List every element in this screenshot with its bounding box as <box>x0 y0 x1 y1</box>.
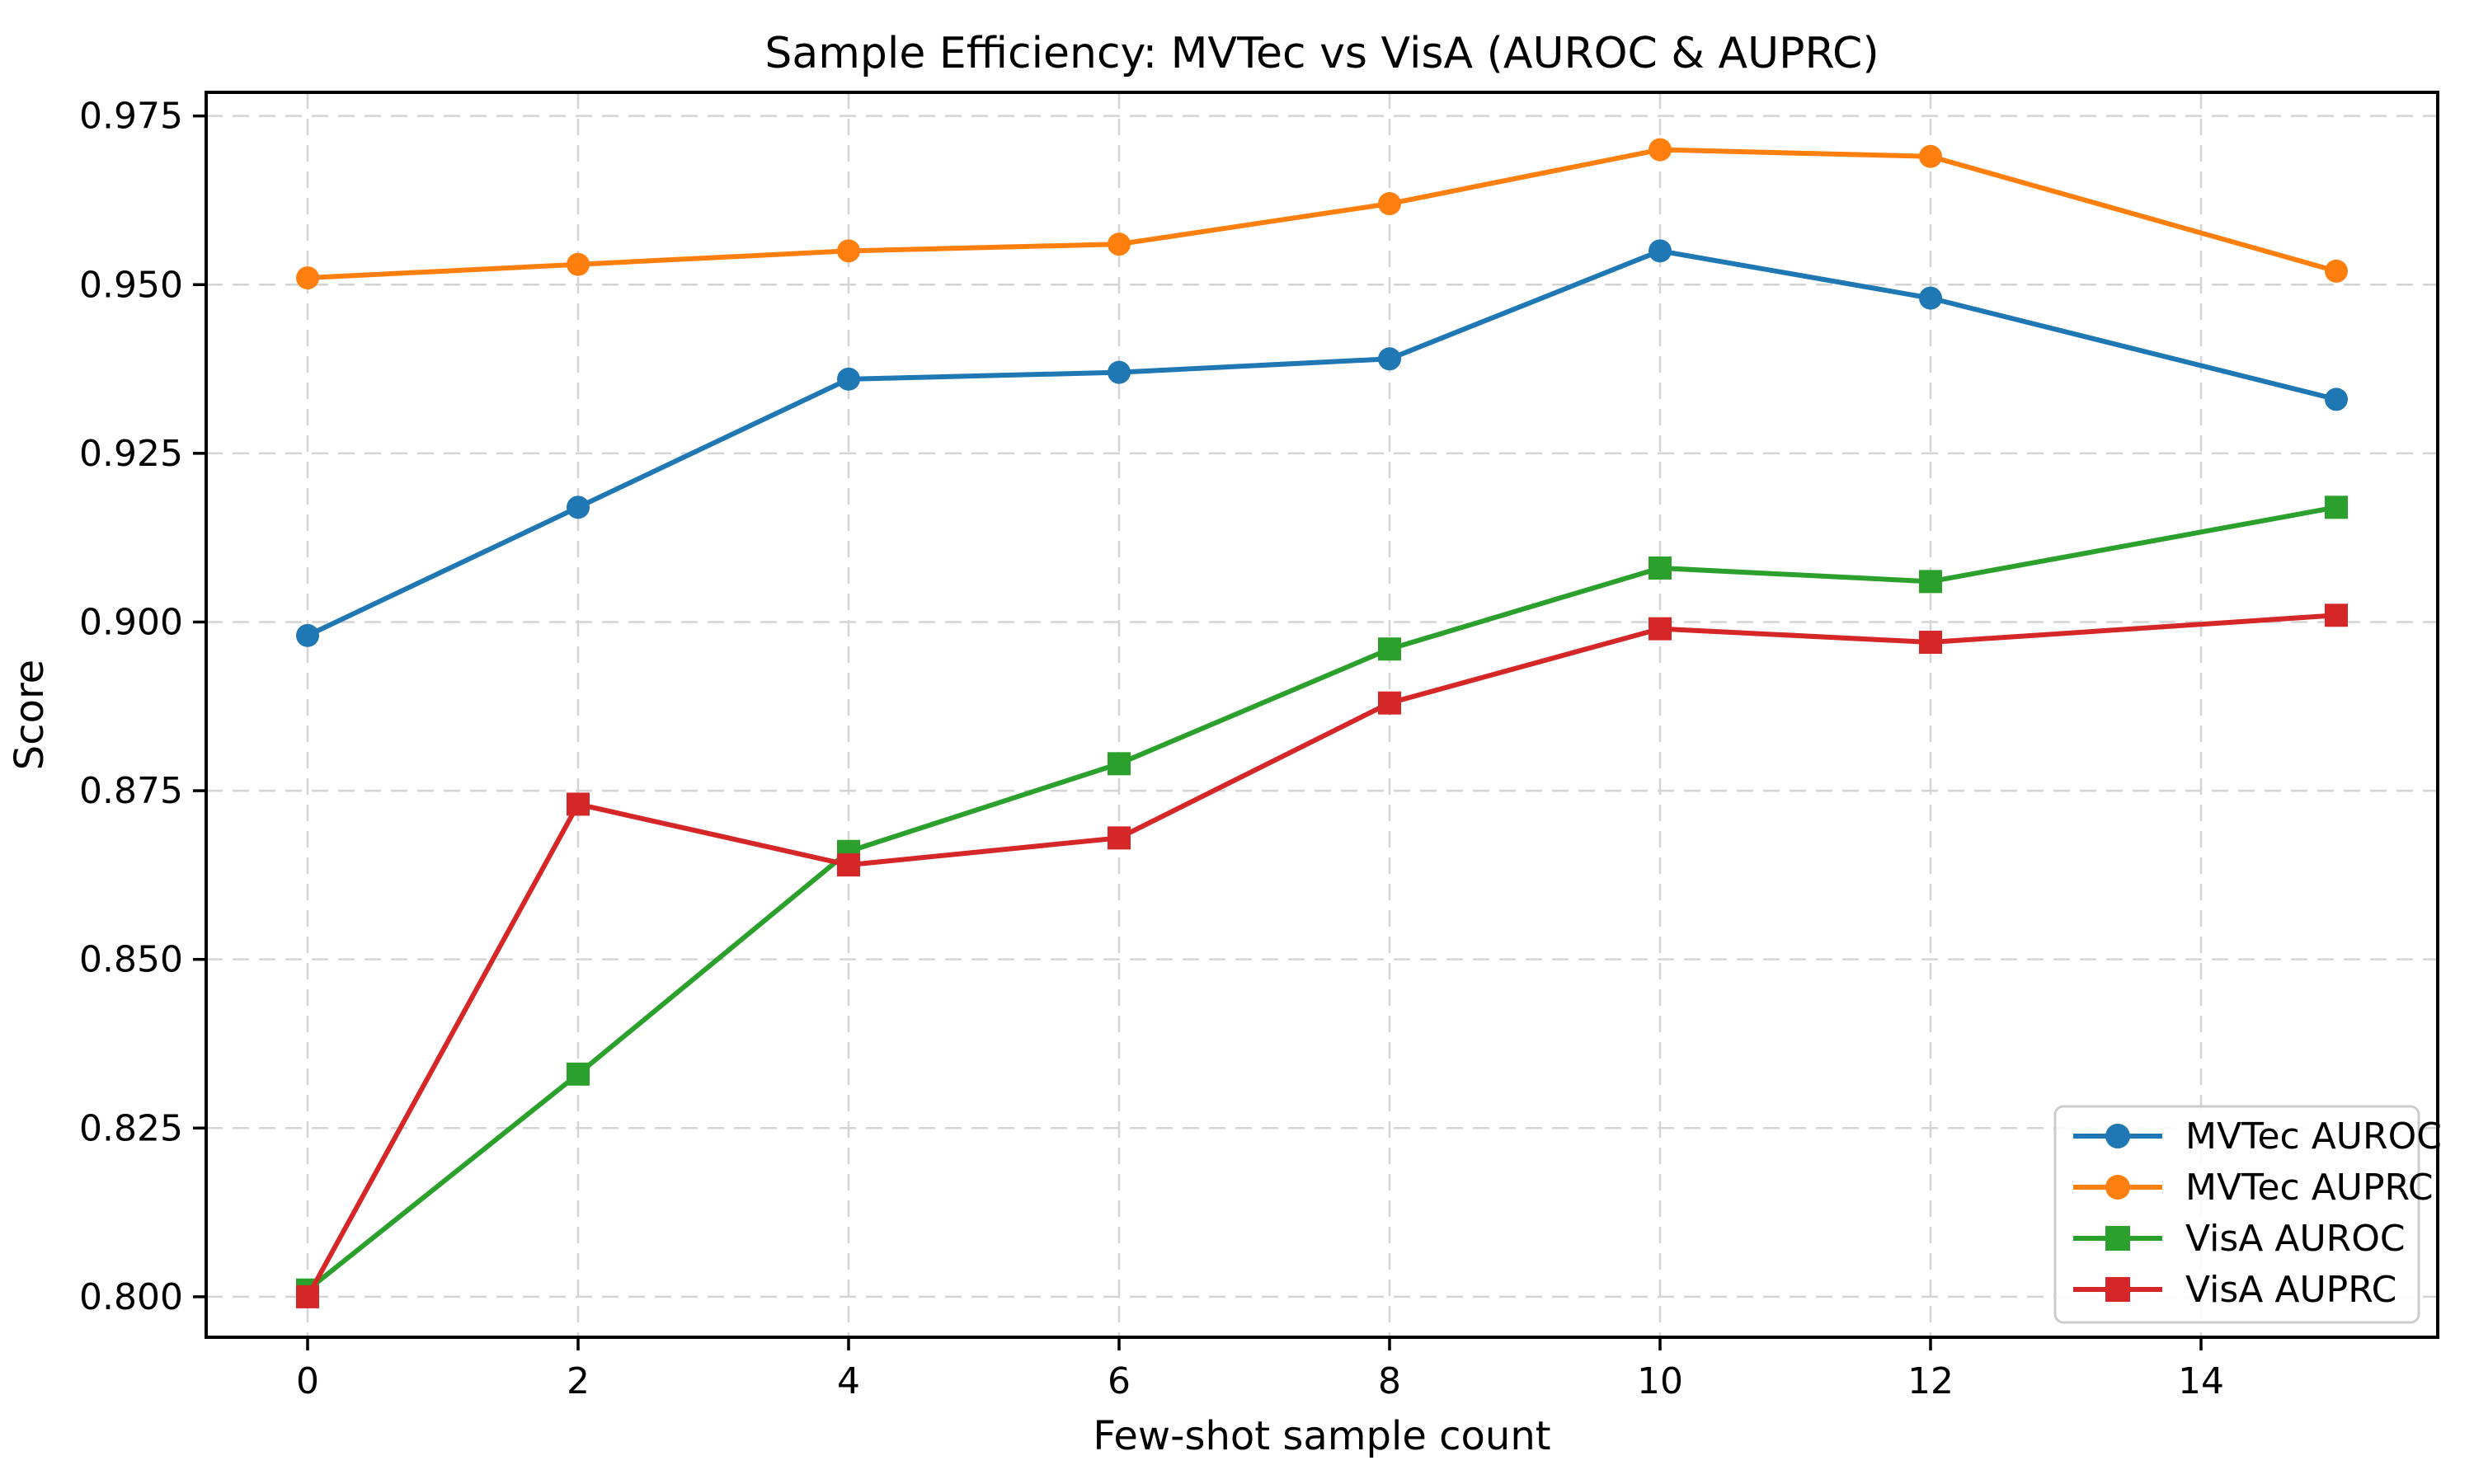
series-line <box>306 505 2337 1293</box>
x-tick-label: 6 <box>1108 1360 1131 1402</box>
legend-label: VisA AUPRC <box>2185 1269 2396 1311</box>
legend-box <box>2053 1105 2420 1324</box>
data-point-marker <box>1108 826 1131 850</box>
series-visa-auprc <box>296 603 2348 1308</box>
data-point-marker <box>1378 347 1401 371</box>
legend-marker <box>2105 1175 2130 1200</box>
y-tick-label: 0.900 <box>79 601 183 643</box>
x-axis: 0 2 4 6 8 10 12 14 <box>296 1337 2224 1402</box>
x-tick-label: 4 <box>837 1360 860 1402</box>
data-point-marker <box>1649 617 1672 641</box>
data-point-marker <box>1919 286 1942 310</box>
data-point-marker <box>837 239 860 263</box>
series-line <box>306 248 2337 638</box>
y-tick-label: 0.825 <box>79 1107 183 1149</box>
legend-marker <box>2105 1277 2130 1302</box>
legend-label: MVTec AUPRC <box>2185 1167 2434 1209</box>
data-point-marker <box>567 792 590 816</box>
legend-label: VisA AUROC <box>2185 1218 2406 1260</box>
y-tick-label: 0.800 <box>79 1276 183 1318</box>
y-tick-label: 0.875 <box>79 770 183 812</box>
data-point-marker <box>2325 387 2348 411</box>
data-point-marker <box>1108 752 1131 776</box>
series-mvtec-auprc <box>296 138 2348 290</box>
y-axis-label: Score <box>7 660 53 770</box>
data-point-marker <box>1919 144 1942 168</box>
x-tick-label: 10 <box>1637 1360 1683 1402</box>
y-tick-label: 0.850 <box>79 939 183 981</box>
data-point-marker <box>1649 239 1672 263</box>
chart-title: Sample Efficiency: MVTec vs VisA (AUROC … <box>764 29 1879 78</box>
data-point-marker <box>837 853 860 877</box>
data-point-marker <box>1108 232 1131 256</box>
data-point-marker <box>837 367 860 391</box>
data-point-marker <box>567 1062 590 1086</box>
data-point-marker <box>1649 556 1672 580</box>
data-point-marker <box>2325 259 2348 283</box>
x-tick-label: 12 <box>1907 1360 1954 1402</box>
legend-item: MVTec AUROC <box>2073 1115 2442 1158</box>
legend-item: VisA AUPRC <box>2073 1269 2396 1311</box>
data-point-marker <box>1919 570 1942 594</box>
x-tick-label: 8 <box>1378 1360 1401 1402</box>
legend-label: MVTec AUROC <box>2185 1115 2442 1158</box>
data-point-marker <box>1108 360 1131 384</box>
y-axis: 0.800 0.825 0.850 0.875 0.900 0.925 0.950 0.975 <box>79 96 206 1318</box>
x-tick-label: 0 <box>296 1360 319 1402</box>
series-line <box>307 147 2337 281</box>
data-point-marker <box>1649 138 1672 162</box>
series-mvtec-auroc <box>296 239 2348 647</box>
data-point-marker <box>296 1284 319 1308</box>
data-point-marker <box>2325 603 2348 627</box>
series-line <box>305 613 2337 1298</box>
y-tick-label: 0.925 <box>79 433 183 475</box>
data-point-marker <box>567 495 590 519</box>
x-tick-label: 14 <box>2178 1360 2224 1402</box>
y-tick-label: 0.950 <box>79 264 183 306</box>
x-axis-label: Few-shot sample count <box>1093 1413 1550 1459</box>
legend-marker <box>2105 1226 2130 1251</box>
plot-border <box>205 91 2439 1339</box>
data-point-marker <box>2325 495 2348 519</box>
data-point-marker <box>1378 637 1401 661</box>
data-point-marker <box>296 266 319 290</box>
legend: MVTec AUROC MVTec AUPRC VisA AUROC VisA AUP… <box>2053 1105 2442 1324</box>
legend-item: VisA AUROC <box>2073 1218 2406 1260</box>
legend-marker <box>2105 1124 2130 1148</box>
data-point-marker <box>1378 192 1401 216</box>
data-point-marker <box>567 252 590 276</box>
y-tick-label: 0.975 <box>79 96 183 138</box>
data-point-marker <box>1378 691 1401 715</box>
x-tick-label: 2 <box>567 1360 590 1402</box>
data-point-marker <box>1919 631 1942 655</box>
legend-item: MVTec AUPRC <box>2073 1167 2434 1209</box>
data-point-marker <box>296 623 319 647</box>
series-visa-auroc <box>296 495 2348 1302</box>
